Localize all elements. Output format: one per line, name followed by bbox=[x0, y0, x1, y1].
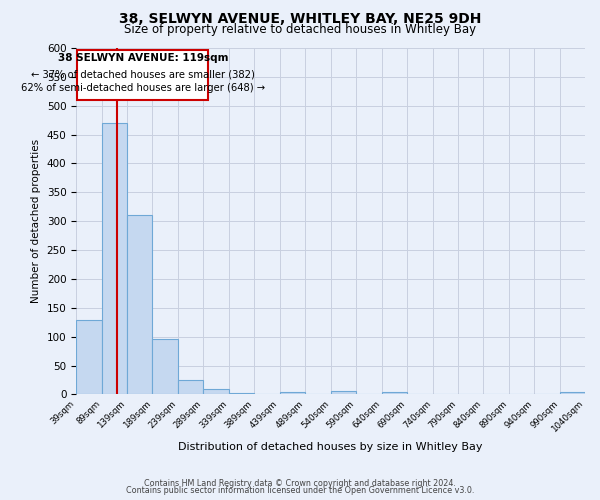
Text: Contains public sector information licensed under the Open Government Licence v3: Contains public sector information licen… bbox=[126, 486, 474, 495]
Bar bbox=[203, 388, 229, 394]
Bar bbox=[127, 216, 152, 394]
Text: 38 SELWYN AVENUE: 119sqm: 38 SELWYN AVENUE: 119sqm bbox=[58, 54, 228, 64]
Text: Contains HM Land Registry data © Crown copyright and database right 2024.: Contains HM Land Registry data © Crown c… bbox=[144, 479, 456, 488]
Text: 62% of semi-detached houses are larger (648) →: 62% of semi-detached houses are larger (… bbox=[21, 84, 265, 94]
Bar bbox=[101, 123, 127, 394]
Bar bbox=[382, 392, 407, 394]
Bar bbox=[331, 391, 356, 394]
Y-axis label: Number of detached properties: Number of detached properties bbox=[31, 139, 41, 304]
Bar bbox=[229, 393, 254, 394]
Bar bbox=[178, 380, 203, 394]
Text: Size of property relative to detached houses in Whitley Bay: Size of property relative to detached ho… bbox=[124, 24, 476, 36]
Bar bbox=[76, 320, 101, 394]
Bar bbox=[560, 392, 585, 394]
X-axis label: Distribution of detached houses by size in Whitley Bay: Distribution of detached houses by size … bbox=[178, 442, 483, 452]
Text: ← 37% of detached houses are smaller (382): ← 37% of detached houses are smaller (38… bbox=[31, 70, 255, 80]
Bar bbox=[152, 339, 178, 394]
Text: 38, SELWYN AVENUE, WHITLEY BAY, NE25 9DH: 38, SELWYN AVENUE, WHITLEY BAY, NE25 9DH bbox=[119, 12, 481, 26]
Bar bbox=[77, 50, 208, 100]
Bar bbox=[280, 392, 305, 394]
